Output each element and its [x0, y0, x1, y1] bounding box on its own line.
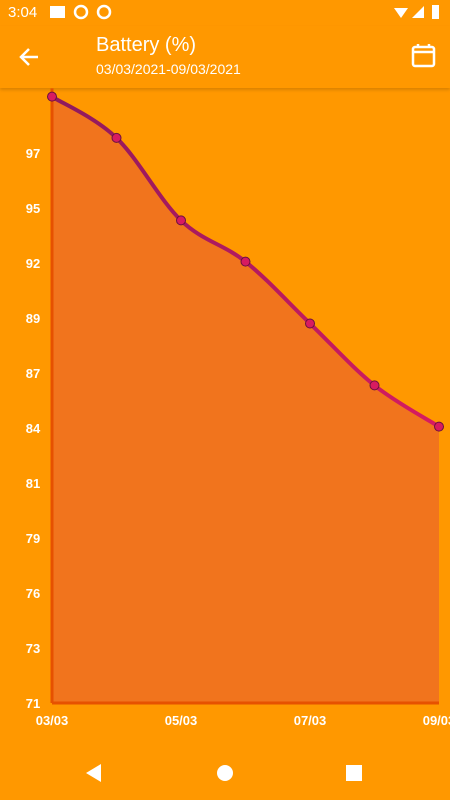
y-tick-label: 79 [26, 531, 40, 546]
y-tick-label: 95 [26, 201, 40, 216]
calendar-button[interactable] [410, 42, 438, 70]
screen-title: Battery (%) [96, 34, 197, 56]
data-point [111, 132, 122, 143]
y-tick-label: 76 [26, 586, 40, 601]
data-point [434, 421, 444, 432]
y-tick-label: 81 [26, 476, 40, 491]
y-tick-label: 92 [26, 256, 40, 271]
status-bar: 3:04 [0, 0, 450, 26]
back-button[interactable] [16, 42, 46, 72]
date-range: 03/03/2021-09/03/2021 [96, 61, 241, 77]
signal-icon [412, 6, 424, 18]
x-tick-label: 03/03 [36, 713, 69, 728]
data-point [47, 91, 57, 102]
app-icon [96, 4, 112, 20]
nav-back[interactable] [86, 764, 101, 782]
data-point [176, 215, 186, 226]
x-tick-label: 07/03 [294, 713, 327, 728]
y-tick-label: 73 [26, 641, 40, 656]
status-time: 3:04 [8, 4, 38, 21]
data-point [240, 256, 251, 267]
x-tick-label: 05/03 [165, 713, 198, 728]
nav-recents[interactable] [346, 765, 362, 781]
chart: 71 73 76 79 81 84 87 89 92 95 97 03/03 05/03 07/03 09/… [26, 88, 450, 728]
data-point [305, 318, 315, 329]
data-point [369, 380, 380, 391]
nav-bar [86, 764, 362, 782]
g-icon [73, 4, 89, 20]
battery-icon [432, 5, 439, 19]
y-tick-label: 89 [26, 311, 40, 326]
status-icons [50, 4, 439, 20]
y-tick-label: 71 [26, 696, 40, 711]
y-tick-label: 84 [26, 421, 41, 436]
x-tick-label: 09/03 [423, 713, 450, 728]
app-bar: Battery (%) 03/03/2021-09/03/2021 [0, 26, 450, 88]
area [52, 96, 439, 704]
wifi-icon [394, 8, 408, 18]
y-tick-label: 87 [26, 366, 40, 381]
y-tick-label: 97 [26, 146, 40, 161]
mail-icon [50, 6, 65, 18]
nav-home[interactable] [217, 765, 233, 781]
